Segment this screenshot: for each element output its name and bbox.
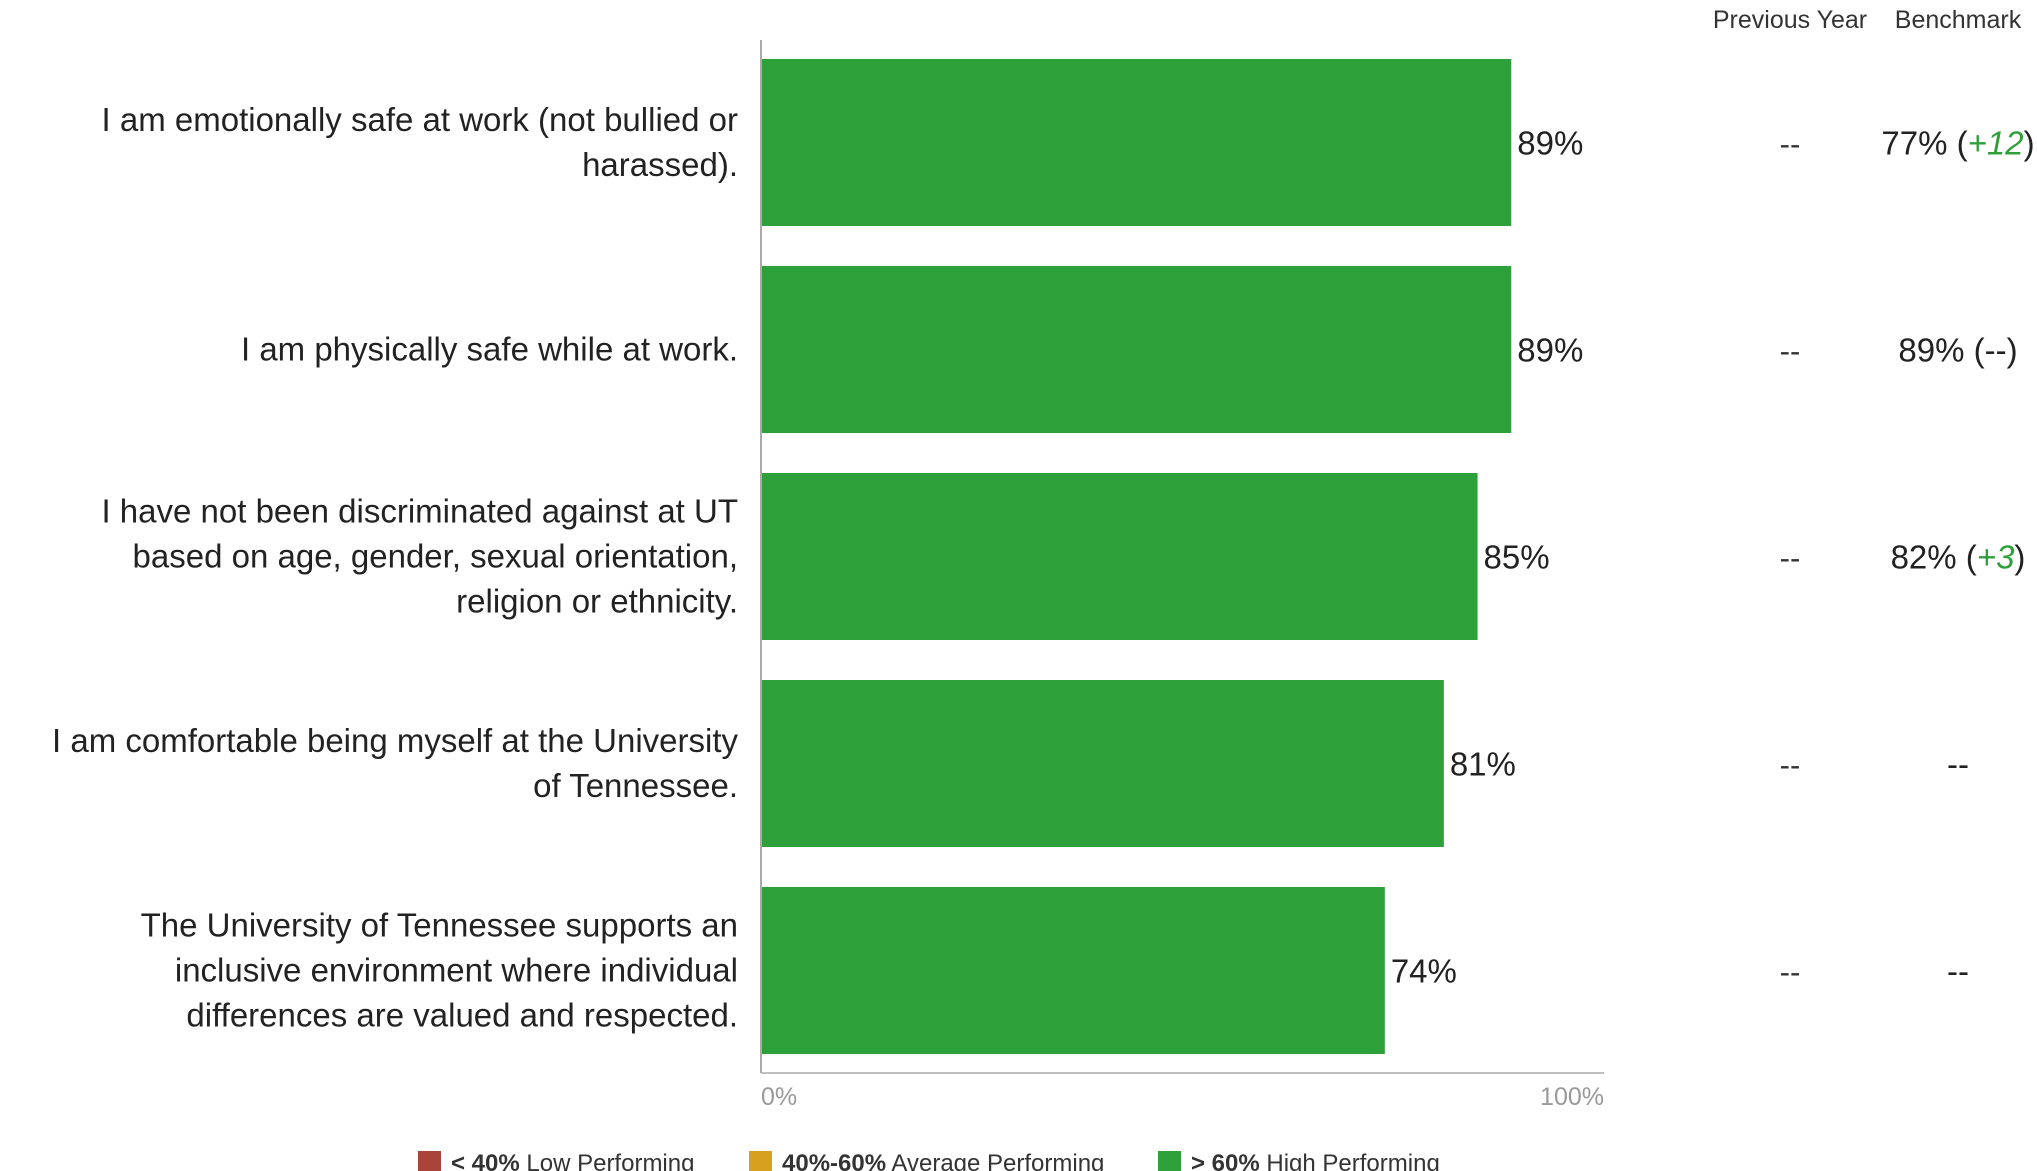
bar-value-label: 89% [1517,332,1583,369]
bar-value-label: 85% [1484,539,1550,576]
benchmark-percent: 77% [1881,125,1947,162]
category-label-line: The University of Tennessee supports an [141,907,738,944]
benchmark-paren-close: ) [2024,125,2035,162]
legend-swatch [749,1151,772,1171]
legend-range: < 40% [451,1150,520,1171]
category-label: The University of Tennessee supports an i… [141,907,738,1034]
benchmark-diff: +12 [1968,125,2024,162]
previous-year-header: Previous Year [1713,6,1867,34]
legend-text: Average Performing [886,1150,1104,1171]
category-label-line: religion or ethnicity. [456,583,738,620]
benchmark-value: -- [1947,746,1969,783]
legend-swatch [418,1151,441,1171]
benchmark-percent: 89% [1898,332,1964,369]
previous-year-value: -- [1780,541,1801,576]
category-label-line: based on age, gender, sexual orientation… [133,538,738,575]
benchmark-paren-close: ) [2014,539,2025,576]
benchmark-header: Benchmark [1895,6,2022,34]
legend-text: Low Performing [520,1150,695,1171]
previous-year-value: -- [1780,955,1801,990]
previous-year-value: -- [1780,334,1801,369]
legend: < 40% Low Performing 40%-60% Average Perf… [418,1150,1440,1171]
category-label-line: inclusive environment where individual [175,952,738,989]
category-label: I am physically safe while at work. [241,331,738,368]
category-label: I am emotionally safe at work (not bulli… [102,101,738,183]
benchmark-diff: +3 [1977,539,2015,576]
benchmark-percent: -- [1947,746,1969,783]
category-label-layer: I am emotionally safe at work (not bulli… [52,101,738,1034]
category-label: I am comfortable being myself at the Uni… [52,722,738,804]
bar [761,887,1385,1054]
legend-swatch [1158,1151,1181,1171]
benchmark-value: 77% (+12) [1881,125,2034,162]
benchmark-paren-close: ) [2007,332,2018,369]
bar [761,473,1478,640]
legend-range: > 60% [1191,1150,1260,1171]
benchmark-value: -- [1947,953,1969,990]
category-label-line: I am comfortable being myself at the Uni… [52,722,738,759]
legend-text: High Performing [1260,1150,1440,1171]
legend-entry: < 40% Low Performing [451,1150,694,1171]
category-label: I have not been discriminated against at… [101,493,738,620]
legend-entry: 40%-60% Average Performing [782,1150,1104,1171]
x-tick-label: 100% [1540,1083,1604,1111]
bar-value-label: 74% [1391,953,1457,990]
legend-entry: > 60% High Performing [1191,1150,1440,1171]
bar-value-label: 89% [1517,125,1583,162]
category-label-line: of Tennessee. [533,767,738,804]
benchmark-paren-open: ( [1964,332,1984,369]
benchmark-percent: -- [1947,953,1969,990]
benchmark-diff: -- [1985,332,2007,369]
bars-layer [761,59,1512,1054]
previous-year-value: -- [1780,748,1801,783]
category-label-line: I am physically safe while at work. [241,331,738,368]
bar [761,59,1512,226]
x-tick-label: 0% [761,1083,797,1111]
category-label-line: differences are valued and respected. [186,997,738,1034]
previous-year-value: -- [1780,127,1801,162]
category-label-line: I have not been discriminated against at… [101,493,738,530]
benchmark-paren-open: ( [1947,125,1967,162]
value-label-layer: 89% 89% 85% 81% 74% [1391,125,1584,990]
bar [761,266,1512,433]
benchmark-value: 82% (+3) [1891,539,2026,576]
bar [761,680,1444,847]
benchmark-layer: 77% (+12)89% (--)82% (+3)---- [1881,125,2034,990]
category-label-line: harassed). [582,146,738,183]
benchmark-value: 89% (--) [1898,332,2017,369]
legend-range: 40%-60% [782,1150,886,1171]
x-tick-layer: 0% 100% [761,1083,1604,1111]
benchmark-paren-open: ( [1957,539,1977,576]
category-label-line: I am emotionally safe at work (not bulli… [102,101,738,138]
bar-value-label: 81% [1450,746,1516,783]
previous-year-layer: -- -- -- -- -- [1780,127,1801,990]
benchmark-percent: 82% [1891,539,1957,576]
